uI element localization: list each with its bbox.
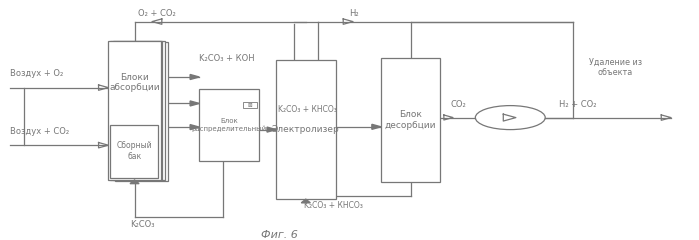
Text: Фиг. 6: Фиг. 6 [261,230,298,240]
FancyBboxPatch shape [115,42,168,181]
FancyBboxPatch shape [110,125,158,178]
FancyBboxPatch shape [110,41,162,180]
FancyBboxPatch shape [199,89,259,161]
Text: K₂CO₃ + КОН: K₂CO₃ + КОН [199,54,255,63]
Text: Сборный
бак: Сборный бак [117,142,152,161]
Text: K₂CO₃ + КНСО₃: K₂CO₃ + КНСО₃ [278,105,336,114]
Text: Блоки
абсорбции: Блоки абсорбции [109,73,160,92]
Text: Электролизер: Электролизер [272,125,340,134]
FancyBboxPatch shape [243,102,257,108]
FancyBboxPatch shape [276,60,336,199]
Polygon shape [267,127,276,132]
Text: ⊠: ⊠ [248,103,252,108]
Text: Воздух + О₂: Воздух + О₂ [10,69,64,78]
Polygon shape [301,199,310,203]
Polygon shape [372,124,381,129]
Text: H₂: H₂ [350,9,359,18]
Text: Удаление из
объекта: Удаление из объекта [589,58,642,77]
FancyBboxPatch shape [381,58,440,182]
Text: O₂ + CO₂: O₂ + CO₂ [138,9,175,18]
Text: K₂CO₃ + КНСО₃: K₂CO₃ + КНСО₃ [304,201,363,210]
FancyBboxPatch shape [108,41,161,180]
Polygon shape [190,101,199,106]
Text: Воздух + CO₂: Воздух + CO₂ [10,127,70,137]
Text: CO₂: CO₂ [451,100,467,109]
Polygon shape [130,180,139,184]
Polygon shape [190,74,199,79]
Text: Блок
десорбции: Блок десорбции [385,110,436,130]
Text: Блок
распределительный: Блок распределительный [192,118,266,132]
FancyBboxPatch shape [113,41,165,180]
Text: K₂CO₃: K₂CO₃ [130,220,154,229]
Polygon shape [190,125,199,130]
Text: H₂ + CO₂: H₂ + CO₂ [559,100,597,109]
